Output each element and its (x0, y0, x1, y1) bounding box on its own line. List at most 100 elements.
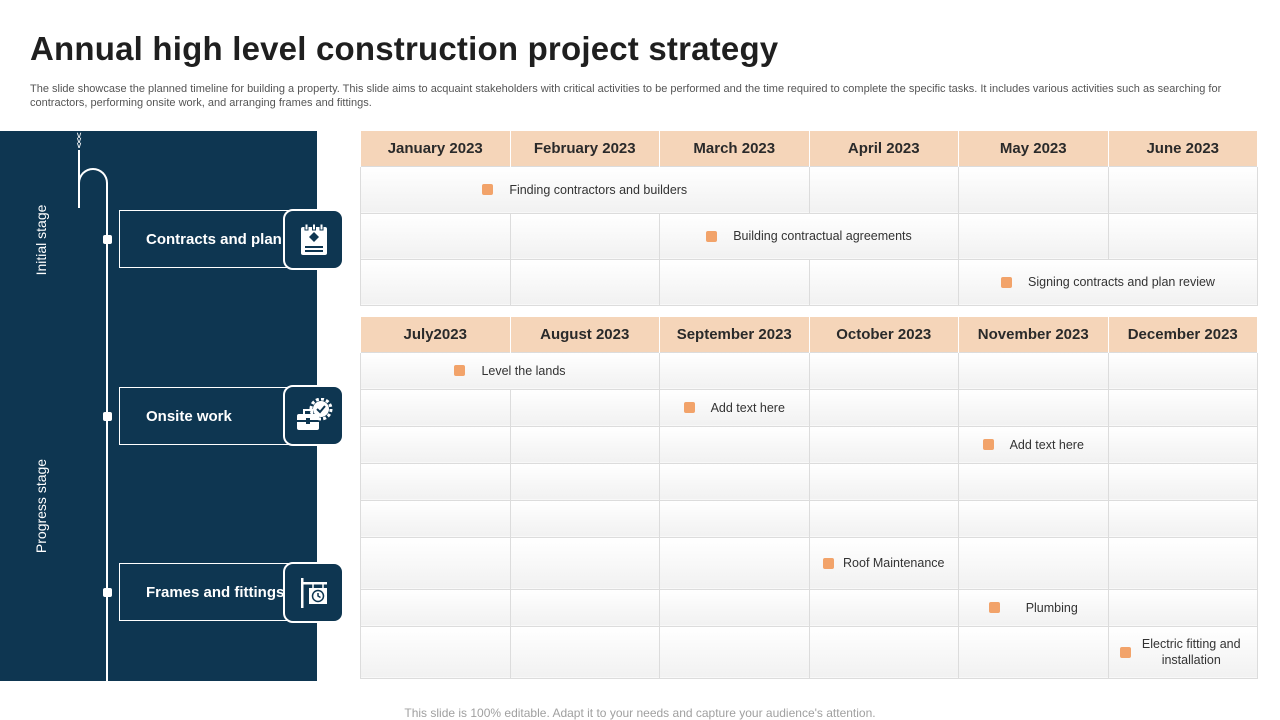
empty-cell (808, 388, 959, 427)
stage-sidebar (0, 131, 317, 681)
empty-cell (808, 499, 959, 538)
empty-cell (958, 462, 1109, 501)
empty-cell (659, 258, 810, 306)
step-onsite-work: Onsite work (119, 387, 295, 445)
month-header: July2023 (360, 317, 511, 352)
month-header: November 2023 (958, 317, 1109, 352)
month-header: December 2023 (1107, 317, 1258, 352)
task-cell: Add text here (659, 388, 810, 427)
empty-cell (659, 425, 810, 464)
empty-cell (958, 351, 1109, 390)
task-marker (706, 230, 718, 242)
task-label: Finding contractors and builders (509, 182, 688, 197)
empty-cell (360, 462, 511, 501)
hanging-sign-clock-icon (283, 562, 344, 623)
task-cell: Electric fitting and installation (1107, 625, 1258, 679)
empty-cell (509, 462, 660, 501)
table-row (360, 499, 1258, 538)
month-header-row: January 2023 February 2023 March 2023 Ap… (360, 131, 1258, 166)
step-label: Frames and fittings (146, 583, 285, 601)
timeline-dot (103, 412, 112, 421)
table-row: Finding contractors and builders (360, 165, 1258, 214)
empty-cell (1107, 425, 1258, 464)
empty-cell (659, 588, 810, 627)
month-header: August 2023 (509, 317, 660, 352)
empty-cell (360, 625, 511, 679)
empty-cell (509, 625, 660, 679)
empty-cell (659, 536, 810, 590)
empty-cell (1107, 462, 1258, 501)
empty-cell (958, 625, 1109, 679)
empty-cell (360, 388, 511, 427)
empty-cell (659, 462, 810, 501)
empty-cell (509, 499, 660, 538)
empty-cell (1107, 588, 1258, 627)
table-row: Level the lands (360, 351, 1258, 390)
month-header: April 2023 (808, 131, 959, 166)
month-header: March 2023 (659, 131, 810, 166)
step-label: Contracts and plan (146, 230, 282, 248)
table-row: Add text here (360, 425, 1258, 464)
task-marker (1120, 646, 1132, 658)
empty-cell (509, 258, 660, 306)
month-header: May 2023 (958, 131, 1109, 166)
empty-cell (360, 536, 511, 590)
step-frames-and-fittings: Frames and fittings (119, 563, 295, 621)
page-title: Annual high level construction project s… (30, 30, 779, 67)
empty-cell (509, 388, 660, 427)
step-label: Onsite work (146, 407, 232, 425)
empty-cell (808, 165, 959, 214)
table-row: Signing contracts and plan review (360, 258, 1258, 306)
month-header: June 2023 (1107, 131, 1258, 166)
task-cell: Building contractual agreements (659, 212, 959, 260)
month-header-row: July2023 August 2023 September 2023 Octo… (360, 317, 1258, 352)
empty-cell (808, 258, 959, 306)
initial-stage-label: Initial stage (33, 204, 49, 276)
table-row: Roof Maintenance (360, 536, 1258, 590)
task-cell: Signing contracts and plan review (958, 258, 1258, 306)
empty-cell (659, 499, 810, 538)
empty-cell (958, 212, 1109, 260)
table-row: Add text here (360, 388, 1258, 427)
task-label: Level the lands (481, 363, 566, 378)
timeline-table-h1: January 2023 February 2023 March 2023 Ap… (360, 131, 1258, 306)
table-row: Building contractual agreements (360, 212, 1258, 260)
month-header: January 2023 (360, 131, 511, 166)
timeline-hook (78, 168, 108, 208)
empty-cell (808, 462, 959, 501)
task-marker (454, 365, 466, 376)
table-row: Plumbing (360, 588, 1258, 627)
empty-cell (1107, 388, 1258, 427)
task-marker (982, 439, 994, 450)
empty-cell (1107, 165, 1258, 214)
empty-cell (1107, 499, 1258, 538)
empty-cell (509, 536, 660, 590)
page-description: The slide showcase the planned timeline … (30, 83, 1222, 109)
task-marker (823, 557, 835, 569)
timeline-hook-stem (78, 150, 80, 186)
empty-cell (659, 351, 810, 390)
task-label: Add text here (710, 400, 785, 415)
task-cell: Finding contractors and builders (360, 165, 810, 214)
task-cell: Add text here (958, 425, 1109, 464)
task-label: Add text here (1009, 437, 1084, 452)
month-header: February 2023 (509, 131, 660, 166)
progress-stage-label: Progress stage (33, 458, 49, 554)
empty-cell (808, 351, 959, 390)
task-marker (1001, 276, 1013, 288)
timeline-line (106, 206, 108, 681)
empty-cell (958, 165, 1109, 214)
empty-cell (659, 625, 810, 679)
empty-cell (360, 425, 511, 464)
task-marker (482, 184, 494, 195)
task-label: Electric fitting and installation (1141, 637, 1241, 667)
empty-cell (509, 212, 660, 260)
empty-cell (958, 388, 1109, 427)
timeline-dot (103, 588, 112, 597)
empty-cell (958, 536, 1109, 590)
chevron-down-icon: ∨ ∨ ∨ (75, 130, 83, 150)
task-cell: Plumbing (958, 588, 1109, 627)
empty-cell (360, 588, 511, 627)
empty-cell (958, 499, 1109, 538)
empty-cell (808, 588, 959, 627)
